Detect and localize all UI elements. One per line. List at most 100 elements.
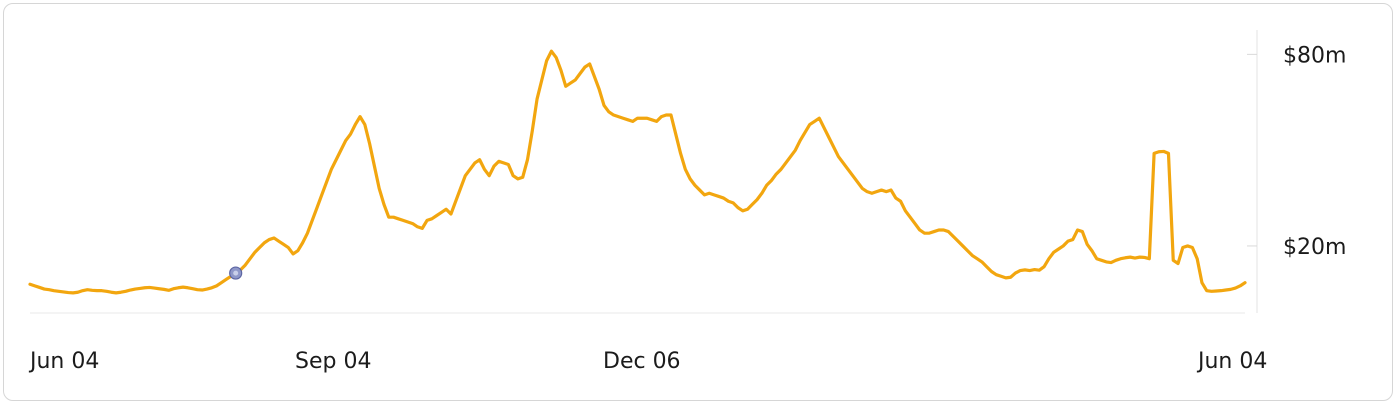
data-point-113 (569, 82, 572, 85)
data-point-59 (311, 219, 314, 222)
data-point-150 (746, 208, 749, 211)
data-point-47 (253, 251, 256, 254)
data-point-22 (134, 288, 137, 291)
data-point-173 (856, 181, 859, 184)
data-point-10 (76, 291, 79, 294)
data-point-28 (163, 288, 166, 291)
data-point-148 (737, 206, 740, 209)
data-point-7 (62, 291, 65, 294)
data-point-245 (1201, 281, 1204, 284)
data-point-84 (430, 217, 433, 220)
data-point-18 (115, 291, 118, 294)
data-point-81 (416, 225, 419, 228)
data-point-8 (67, 291, 70, 294)
data-point-55 (292, 253, 295, 256)
data-point-249 (1220, 289, 1223, 292)
data-point-138 (689, 177, 692, 180)
data-point-198 (976, 257, 979, 260)
data-point-212 (1043, 265, 1046, 268)
data-point-185 (914, 222, 917, 225)
data-point-130 (650, 118, 653, 121)
data-point-165 (818, 117, 821, 120)
data-point-253 (1239, 284, 1242, 287)
data-point-99 (502, 162, 505, 165)
data-point-160 (794, 149, 797, 152)
data-point-163 (808, 123, 811, 126)
data-point-252 (1234, 287, 1237, 290)
data-point-159 (789, 155, 792, 158)
data-point-53 (282, 243, 285, 246)
data-point-5 (53, 289, 56, 292)
data-point-115 (579, 72, 582, 75)
data-point-54 (287, 246, 290, 249)
data-point-95 (483, 168, 486, 171)
data-point-158 (784, 162, 787, 165)
x-tick-label-0: Jun 04 (28, 349, 99, 374)
data-point-137 (684, 168, 687, 171)
data-point-207 (1019, 269, 1022, 272)
data-point-209 (1028, 269, 1031, 272)
data-point-222 (1091, 249, 1094, 252)
data-point-121 (607, 110, 610, 113)
data-point-188 (928, 232, 931, 235)
data-point-97 (493, 165, 496, 168)
data-point-197 (971, 254, 974, 257)
data-point-211 (1038, 269, 1041, 272)
data-point-254 (1244, 281, 1247, 284)
data-point-227 (1114, 259, 1117, 262)
data-point-155 (770, 179, 773, 182)
x-tick-label-1: Sep 04 (295, 349, 371, 374)
data-point-203 (1000, 275, 1003, 278)
data-point-67 (349, 133, 352, 136)
data-point-51 (273, 237, 276, 240)
data-point-38 (210, 286, 213, 289)
data-point-80 (411, 222, 414, 225)
data-point-118 (593, 75, 596, 78)
data-point-204 (1004, 276, 1007, 279)
data-point-109 (550, 50, 553, 53)
chart-card (3, 3, 1393, 401)
data-point-119 (598, 88, 601, 91)
data-point-105 (531, 130, 534, 133)
data-point-96 (488, 174, 491, 177)
data-point-171 (847, 168, 850, 171)
data-point-1 (33, 284, 36, 287)
data-point-251 (1229, 288, 1232, 291)
data-point-89 (454, 200, 457, 203)
data-point-129 (646, 117, 649, 120)
data-point-33 (186, 286, 189, 289)
data-point-77 (397, 217, 400, 220)
data-point-167 (827, 136, 830, 139)
data-point-98 (497, 160, 500, 163)
data-point-88 (450, 213, 453, 216)
data-point-79 (406, 221, 409, 224)
data-point-200 (985, 265, 988, 268)
data-point-144 (717, 195, 720, 198)
data-point-41 (225, 278, 228, 281)
data-point-62 (325, 181, 328, 184)
data-point-145 (722, 197, 725, 200)
data-point-6 (57, 290, 60, 293)
data-point-82 (421, 227, 424, 230)
data-point-210 (1033, 268, 1036, 271)
data-point-60 (316, 206, 319, 209)
data-point-11 (81, 289, 84, 292)
data-point-135 (674, 133, 677, 136)
data-point-68 (354, 123, 357, 126)
data-point-19 (119, 291, 122, 294)
data-point-248 (1215, 290, 1218, 293)
data-point-208 (1024, 268, 1027, 271)
data-point-156 (775, 173, 778, 176)
data-point-73 (378, 187, 381, 190)
data-point-201 (990, 270, 993, 273)
data-point-14 (96, 289, 99, 292)
data-point-58 (306, 232, 309, 235)
data-point-114 (574, 78, 577, 81)
data-point-61 (320, 193, 323, 196)
data-point-226 (1110, 261, 1113, 264)
data-point-69 (359, 115, 362, 118)
data-point-184 (909, 216, 912, 219)
data-point-4 (48, 288, 51, 291)
data-point-239 (1172, 259, 1175, 262)
